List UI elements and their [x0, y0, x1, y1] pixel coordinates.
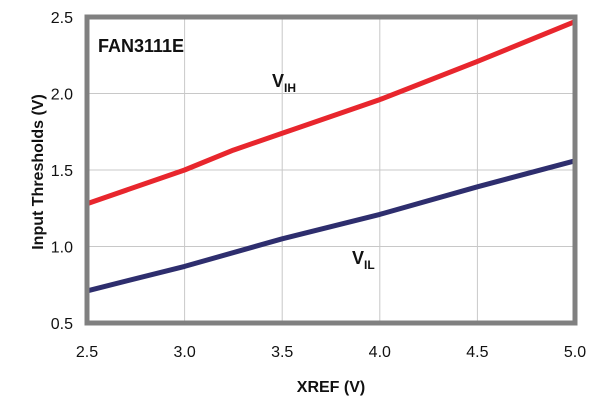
x-tick-label: 3.5 [271, 344, 293, 361]
y-tick-label: 1.0 [51, 240, 73, 257]
chart-title: FAN3111E [98, 36, 184, 56]
y-tick-labels: 0.5 1.0 1.5 2.0 2.5 [51, 10, 73, 333]
y-axis-title: Input Thresholds (V) [30, 94, 47, 250]
x-tick-labels: 2.5 3.0 3.5 4.0 4.5 5.0 [76, 344, 586, 361]
plot-frame [84, 14, 578, 326]
series-label-vih-sub: IH [284, 81, 296, 95]
y-tick-label: 2.5 [51, 10, 73, 27]
series-label-vih: VIH [272, 71, 296, 95]
series-line-vil [86, 158, 576, 294]
series-line-vih [86, 19, 576, 207]
series-label-vih-main: V [272, 71, 284, 91]
y-tick-label: 1.5 [51, 163, 73, 180]
x-tick-label: 3.0 [173, 344, 195, 361]
y-tick-label: 0.5 [51, 316, 73, 333]
x-axis-title: XREF (V) [297, 379, 365, 396]
x-tick-label: 4.0 [369, 344, 391, 361]
series-layer [86, 19, 576, 294]
grid-lines [87, 17, 575, 323]
x-tick-label: 2.5 [76, 344, 98, 361]
series-label-vil-sub: IL [364, 258, 375, 272]
x-tick-label: 5.0 [564, 344, 586, 361]
series-label-vil-main: V [352, 248, 364, 268]
x-tick-label: 4.5 [466, 344, 488, 361]
series-label-vil: VIL [352, 248, 375, 272]
y-tick-label: 2.0 [51, 87, 73, 104]
